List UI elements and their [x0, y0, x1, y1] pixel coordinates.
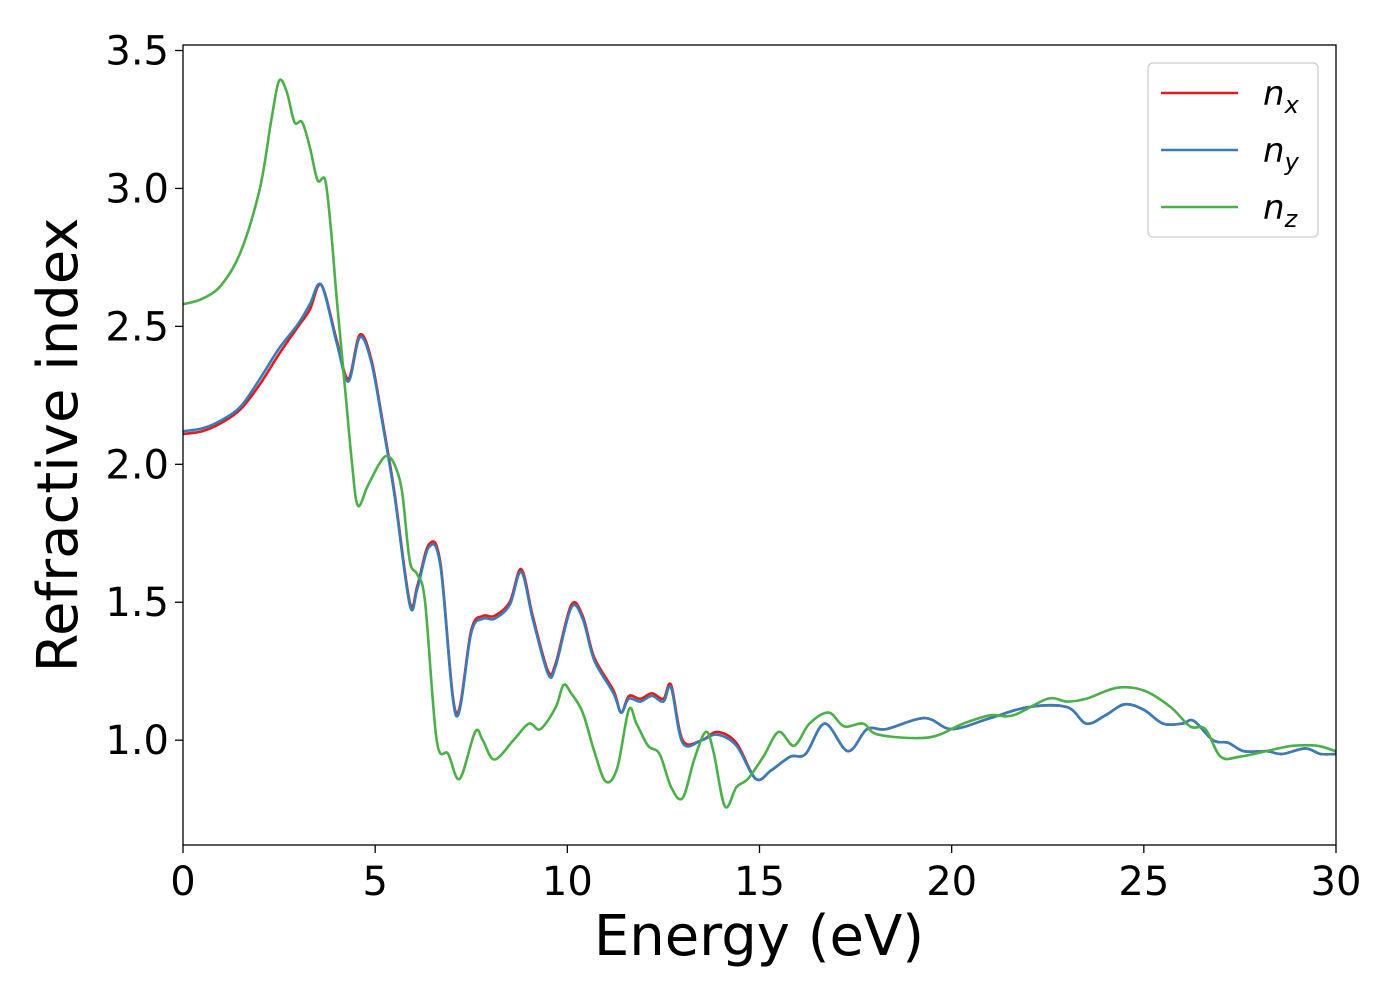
y-tick-label: 1.5 [105, 580, 169, 626]
legend-label: nz [1263, 188, 1299, 233]
x-tick-label: 10 [542, 859, 593, 905]
y-axis-ticks: 1.0 1.5 2.0 2.5 3.0 3.5 [105, 29, 183, 764]
x-tick-label: 20 [926, 859, 977, 905]
y-tick-label: 2.5 [105, 304, 169, 350]
legend-label: ny [1263, 131, 1300, 176]
x-tick-label: 15 [734, 859, 785, 905]
y-tick-label: 1.0 [105, 718, 169, 764]
y-axis-title: Refractive index [26, 218, 91, 673]
y-tick-label: 3.0 [105, 166, 169, 212]
legend-item-nx: nx [1161, 74, 1300, 119]
series-line-ny [183, 282, 1336, 782]
series-line-nz [183, 78, 1336, 809]
y-tick-label: 3.5 [105, 29, 169, 75]
legend-item-ny: ny [1161, 131, 1300, 176]
x-axis-ticks: 0 5 10 15 20 25 30 [170, 845, 1361, 905]
y-tick-label: 2.0 [105, 442, 169, 488]
x-tick-label: 25 [1118, 859, 1169, 905]
x-tick-label: 30 [1311, 859, 1362, 905]
series-lines [183, 78, 1336, 809]
legend: nx ny nz [1147, 62, 1319, 238]
x-axis-title: Energy (eV) [594, 904, 924, 969]
x-tick-label: 5 [362, 859, 387, 905]
legend-item-nz: nz [1161, 188, 1299, 233]
legend-label: nx [1263, 74, 1300, 119]
x-tick-label: 0 [170, 859, 195, 905]
